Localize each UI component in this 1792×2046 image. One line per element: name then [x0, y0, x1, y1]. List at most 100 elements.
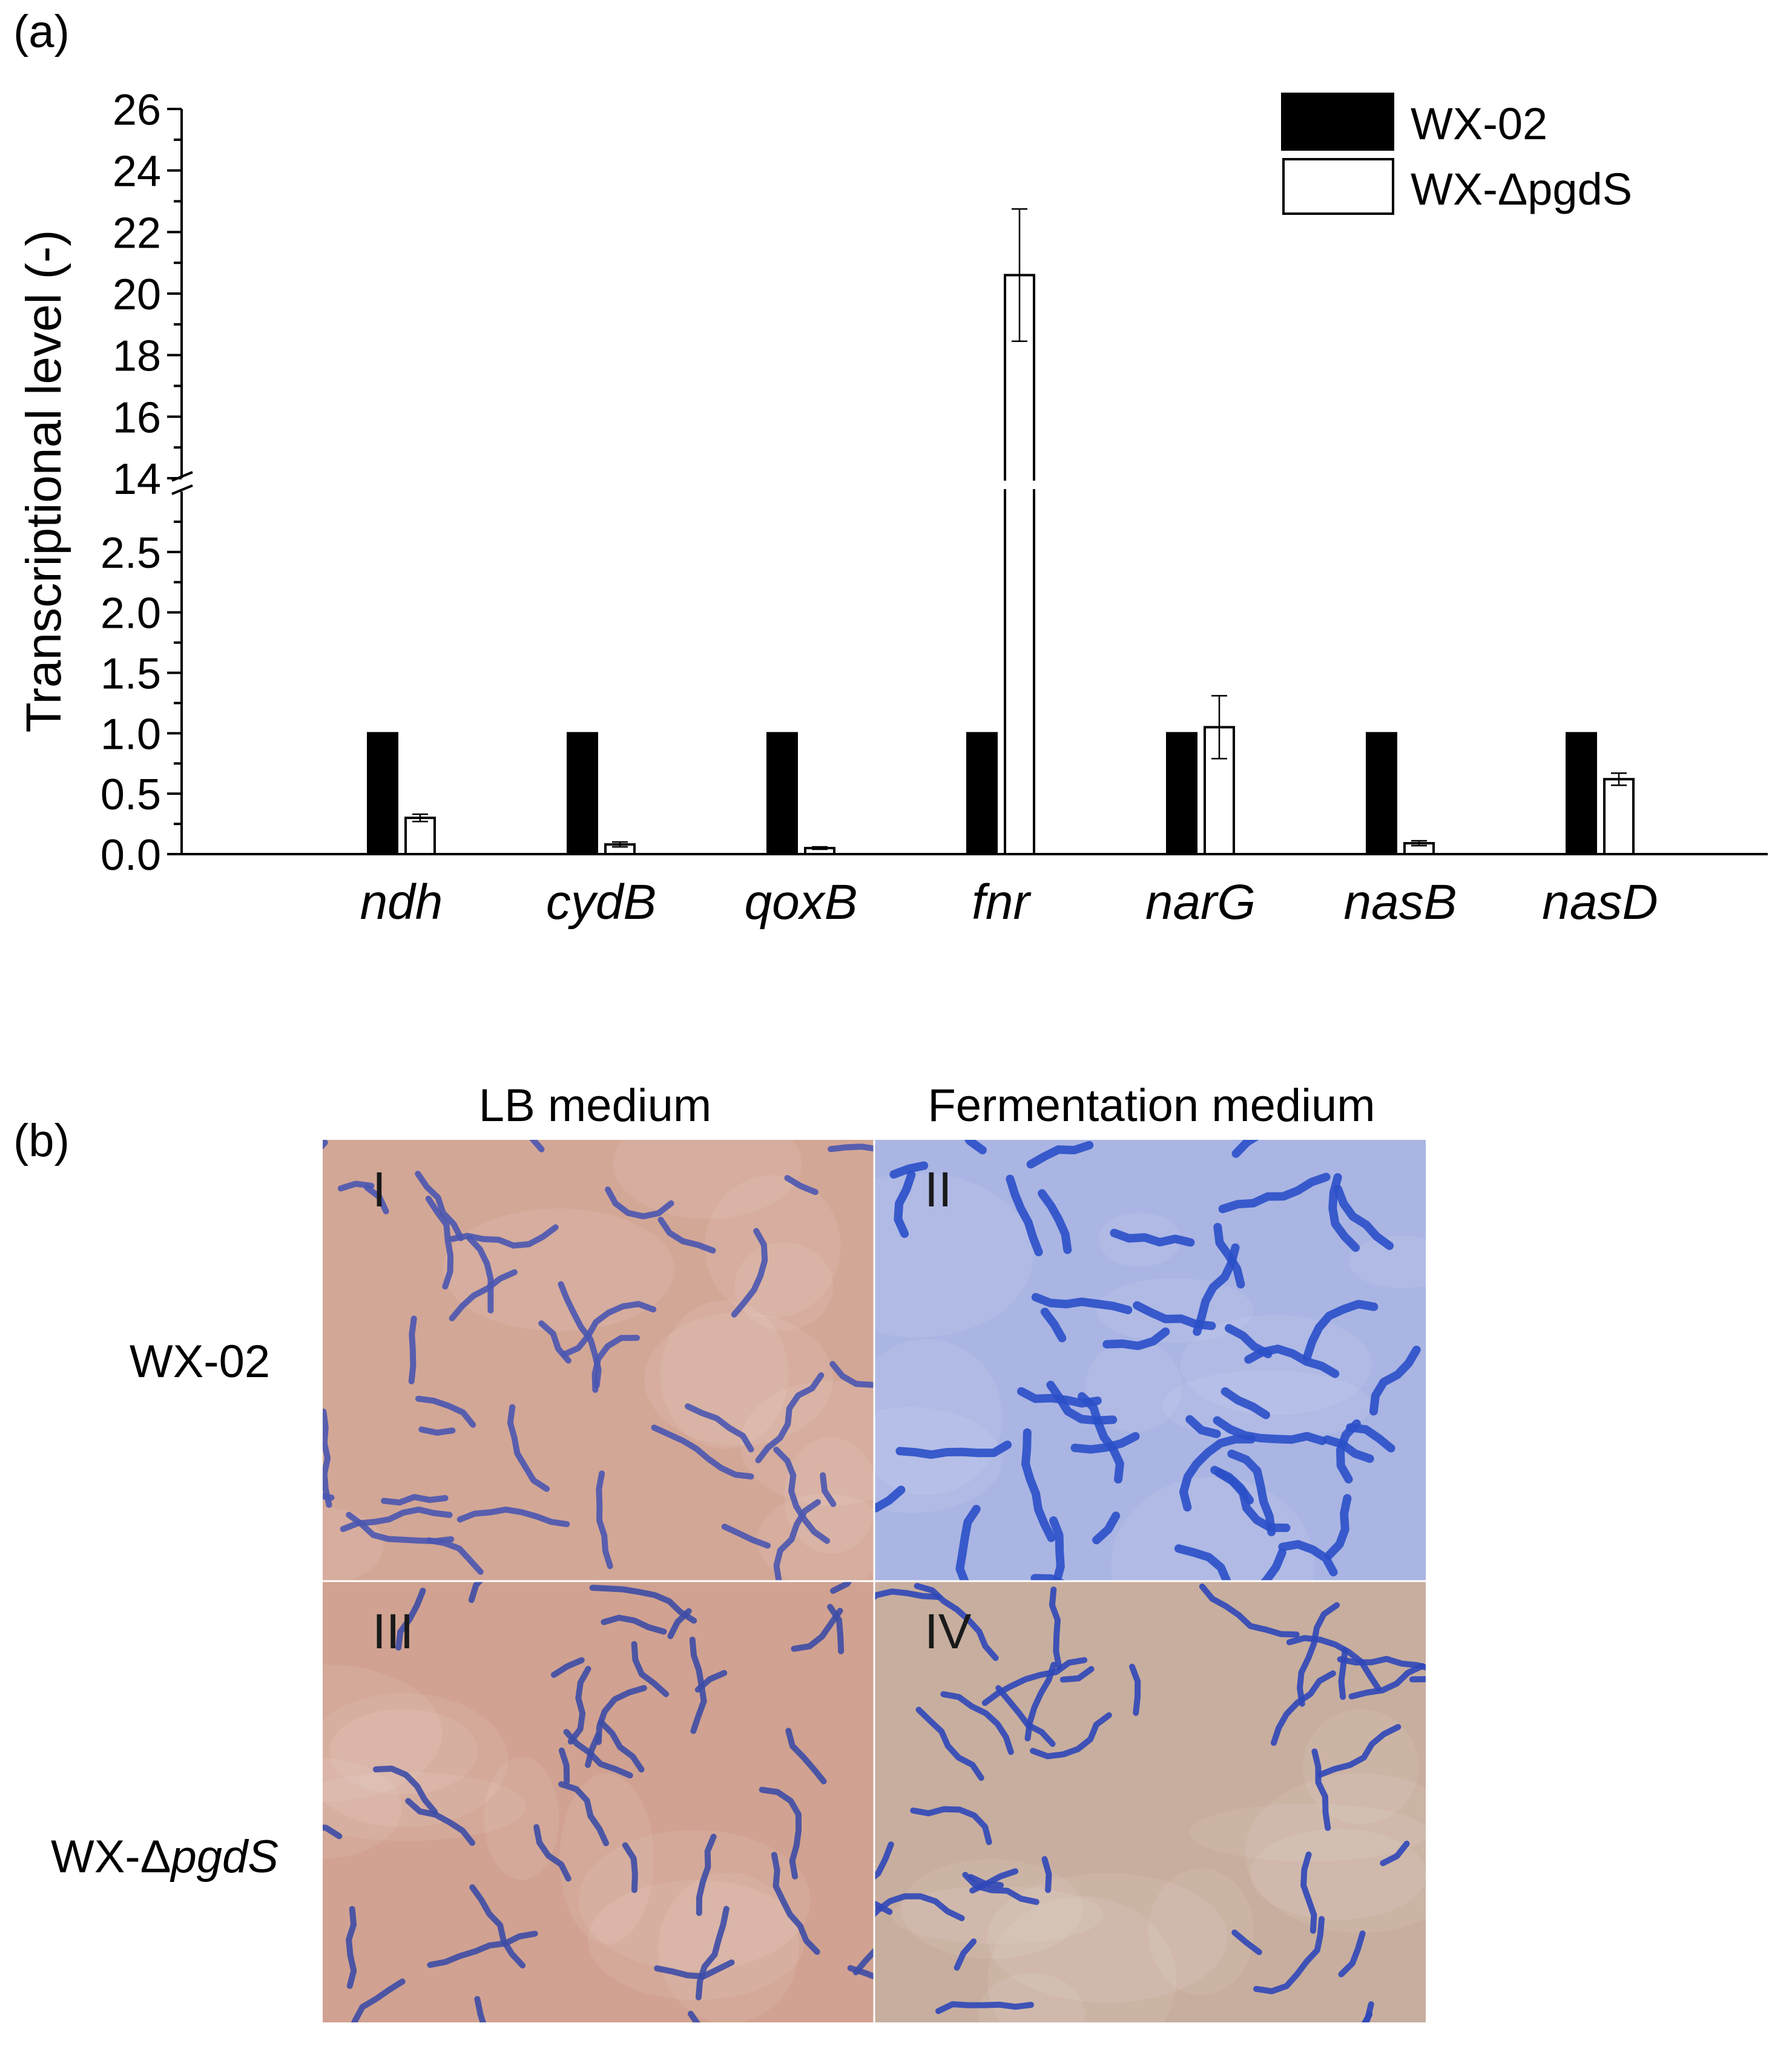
stained-cell-chain	[1220, 1387, 1270, 1419]
column-header-lb: LB medium	[479, 1080, 711, 1131]
stained-cell-chain	[563, 1729, 633, 1778]
stained-cell-chain	[771, 1852, 820, 1955]
x-tick-label: nasD	[1542, 875, 1658, 930]
stained-cell-chain	[995, 1685, 1056, 1747]
stained-cell-chain	[622, 1842, 638, 1893]
stained-cell-chain	[1110, 1228, 1195, 1247]
stained-cell-chain	[558, 1781, 609, 1846]
micrograph-roman-label: IV	[924, 1604, 972, 1659]
stained-cell-chain	[651, 1424, 754, 1480]
stained-cell-chain	[395, 1587, 426, 1651]
stained-cell-chain	[1031, 1293, 1133, 1315]
x-tick-label: qoxB	[745, 875, 858, 930]
stained-cell-chain	[962, 1872, 1039, 1905]
background-blotch	[704, 1175, 841, 1318]
stained-cell-chain	[415, 1171, 464, 1242]
stained-cell-chain	[981, 1657, 1088, 1706]
stained-cell-chain	[1369, 1346, 1421, 1416]
background-blotch	[587, 1880, 805, 2001]
stained-cell-chain	[346, 1906, 357, 1989]
background-blotch	[891, 1886, 1104, 1944]
stained-cell-chain	[721, 1524, 771, 1549]
background-blotch	[329, 1709, 478, 1794]
stained-cell-chain	[346, 1511, 455, 1544]
background-blotch	[987, 1873, 1228, 2003]
micrograph-roman-label: I	[372, 1162, 386, 1217]
stained-cell-chain	[1193, 1243, 1240, 1336]
stained-cell-chain	[785, 1728, 827, 1784]
stained-cell-chain	[875, 1841, 894, 1880]
stained-cell-chain	[1231, 1140, 1259, 1158]
stained-cell-chain	[591, 1335, 640, 1393]
y-tick-label: 2.0	[100, 590, 161, 638]
legend-label-wx-dpgds: WX-ΔpgdS	[1411, 164, 1632, 214]
stained-cell-chain	[567, 1666, 591, 1745]
stained-cell-chain	[696, 1834, 717, 1916]
bar-break-gap	[1003, 481, 1036, 489]
stained-cell-chain	[1300, 1851, 1317, 1934]
stained-cell-chain	[601, 1614, 667, 1635]
stained-cell-chain	[598, 1719, 645, 1773]
stained-cell-chain	[829, 1361, 874, 1388]
background-blotch	[323, 1758, 402, 1859]
stained-cell-chain	[875, 1893, 965, 1921]
stained-cell-chain	[895, 1440, 1012, 1459]
stained-cell-chain	[631, 1641, 670, 1697]
stained-cell-chain	[418, 1426, 456, 1436]
y-tick-label: 0.0	[100, 831, 161, 880]
stained-cell-chain	[847, 1965, 874, 1980]
stained-cell-chain	[372, 1765, 438, 1815]
stained-cell-chain	[323, 1824, 343, 1840]
micrograph-image	[875, 1582, 1426, 2022]
row-label-wx-02: WX-02	[130, 1336, 270, 1387]
stained-cell-chain	[605, 1186, 674, 1220]
stained-cell-chain	[474, 1996, 486, 2022]
stained-cell-chain	[1049, 1516, 1065, 1581]
stained-cell-chain	[1271, 1670, 1336, 1746]
legend-swatch-wx-dpgds	[1282, 158, 1394, 215]
stained-cell-chain	[507, 1404, 550, 1492]
y-tick-label: 1.5	[100, 650, 161, 699]
stained-cell-chain	[875, 1901, 893, 1915]
stained-cell-chain	[408, 1315, 417, 1384]
stained-cell-chain	[685, 1403, 754, 1453]
stained-cell-chain	[1049, 1587, 1062, 1670]
stained-cell-chain	[1231, 1929, 1262, 1955]
legend-label-wx-02: WX-02	[1411, 99, 1547, 149]
stained-cell-chain	[1227, 1449, 1276, 1536]
stained-cell-chain	[759, 1786, 802, 1880]
y-tick-label: 26	[113, 86, 161, 134]
panel-b-label: (b)	[13, 1115, 70, 1166]
stained-cell-chain	[967, 1873, 1004, 1889]
background-blotch	[1303, 1709, 1419, 1824]
background-blotch	[323, 1772, 527, 1841]
stained-cell-chain	[755, 1372, 825, 1464]
stained-cell-chain	[1324, 1494, 1352, 1560]
stained-cell-chain	[1303, 1300, 1379, 1361]
stained-cell-chain	[1311, 1748, 1331, 1831]
y-tick-label: 2.5	[100, 529, 161, 577]
legend-swatch-wx-02	[1281, 93, 1394, 151]
x-tick-label: cydB	[546, 875, 656, 930]
stained-cell-chain	[533, 1824, 572, 1882]
y-tick-label: 1.0	[100, 710, 161, 758]
stained-cell-chain	[1040, 1308, 1067, 1343]
stained-cell-chain	[550, 1657, 585, 1678]
stained-cell-chain	[654, 1959, 735, 1979]
stained-cell-chain	[323, 1140, 328, 1150]
stained-cell-chain	[381, 1494, 449, 1506]
y-tick-label: 20	[113, 271, 161, 319]
x-tick-label: fnr	[972, 875, 1032, 930]
y-tick-label: 22	[113, 209, 161, 257]
stained-cell-chain	[469, 1884, 526, 1969]
stained-cell-chain	[1286, 1635, 1382, 1692]
stained-cell-chain	[449, 1224, 559, 1249]
stained-cell-chain	[1174, 1544, 1231, 1581]
background-blotch	[1348, 1235, 1426, 1288]
bar	[966, 732, 998, 856]
stained-cell-chain	[585, 1732, 601, 1768]
stained-cell-chain	[1213, 1416, 1326, 1446]
micrograph-background	[323, 1582, 874, 2022]
stained-cell-chain	[940, 1691, 1014, 1755]
stained-cell-chain	[784, 1175, 819, 1196]
